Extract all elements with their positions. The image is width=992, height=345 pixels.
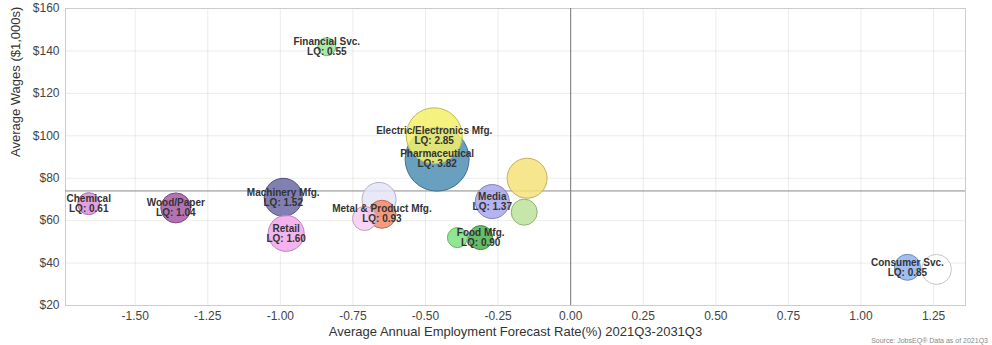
svg-text:-0.75: -0.75 bbox=[339, 309, 367, 323]
svg-text:Financial Svc.LQ: 0.55: Financial Svc.LQ: 0.55 bbox=[293, 36, 360, 57]
svg-text:Consumer Svc.LQ: 0.85: Consumer Svc.LQ: 0.85 bbox=[871, 257, 944, 278]
svg-text:Machinery Mfg.LQ: 1.52: Machinery Mfg.LQ: 1.52 bbox=[247, 187, 320, 208]
svg-text:$40: $40 bbox=[39, 256, 59, 270]
svg-text:1.25: 1.25 bbox=[922, 309, 946, 323]
svg-text:-1.25: -1.25 bbox=[194, 309, 222, 323]
svg-text:-0.50: -0.50 bbox=[412, 309, 440, 323]
html-text:Source: JobsEQ® Data as of 202: Source: JobsEQ® Data as of 2021Q3 bbox=[871, 337, 988, 344]
svg-text:-1.50: -1.50 bbox=[121, 309, 149, 323]
svg-text:$100: $100 bbox=[33, 129, 60, 143]
svg-text:$160: $160 bbox=[33, 1, 60, 15]
svg-text:-0.25: -0.25 bbox=[484, 309, 512, 323]
svg-text:-1.00: -1.00 bbox=[267, 309, 295, 323]
svg-text:ChemicalLQ: 0.61: ChemicalLQ: 0.61 bbox=[66, 193, 111, 214]
svg-text:Electric/Electronics Mfg.LQ: 2: Electric/Electronics Mfg.LQ: 2.85 bbox=[376, 125, 492, 146]
svg-text:0.00: 0.00 bbox=[559, 309, 583, 323]
svg-text:0.25: 0.25 bbox=[632, 309, 656, 323]
svg-text:$80: $80 bbox=[39, 171, 59, 185]
svg-text:0.75: 0.75 bbox=[777, 309, 801, 323]
svg-text:1.00: 1.00 bbox=[849, 309, 873, 323]
svg-text:Average Wages ($1,000s): Average Wages ($1,000s) bbox=[8, 7, 23, 157]
svg-text:MediaLQ: 1.37: MediaLQ: 1.37 bbox=[473, 191, 513, 212]
svg-text:Metal & Product Mfg.LQ: 0.93: Metal & Product Mfg.LQ: 0.93 bbox=[332, 203, 432, 224]
svg-text:0.50: 0.50 bbox=[704, 309, 728, 323]
svg-text:RetailLQ: 1.60: RetailLQ: 1.60 bbox=[266, 223, 306, 244]
svg-text:Wood/PaperLQ: 1.04: Wood/PaperLQ: 1.04 bbox=[147, 197, 205, 218]
svg-text:$60: $60 bbox=[39, 213, 59, 227]
svg-text:$20: $20 bbox=[39, 298, 59, 312]
svg-text:Food Mfg.LQ: 0.90: Food Mfg.LQ: 0.90 bbox=[457, 227, 505, 248]
svg-text:PharmaceuticalLQ: 3.82: PharmaceuticalLQ: 3.82 bbox=[400, 148, 474, 169]
svg-text:$120: $120 bbox=[33, 86, 60, 100]
svg-text:$140: $140 bbox=[33, 44, 60, 58]
svg-text:Average Annual Employment Fore: Average Annual Employment Forecast Rate(… bbox=[329, 324, 702, 339]
